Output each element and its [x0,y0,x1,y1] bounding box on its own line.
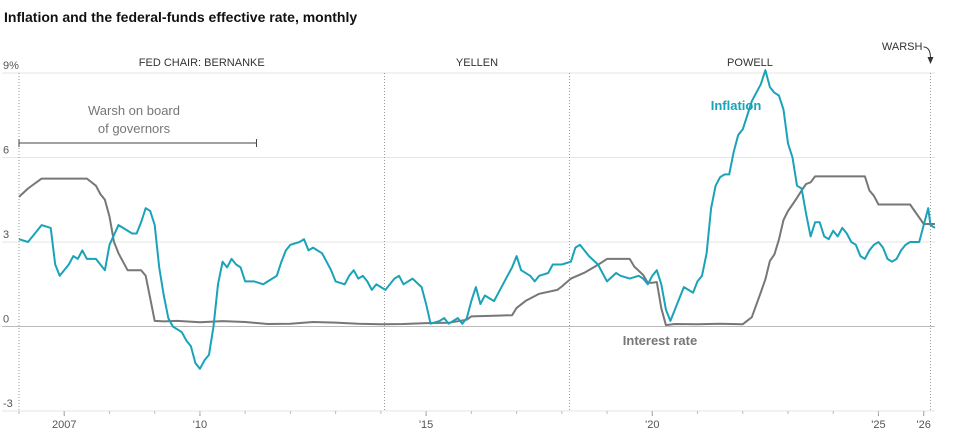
series-label-inflation: Inflation [711,98,762,113]
inflation-line [18,69,936,370]
chair-layer: FED CHAIR: BERNANKE YELLEN POWELL WARSH [18,41,934,411]
interest-rate-line [18,175,935,327]
y-tick-label: 3 [3,229,9,241]
warsh-arrow-line [923,46,931,59]
x-tick-label: '25 [871,419,885,431]
warsh-arrow-head [927,57,934,64]
chart-title: Inflation and the federal-funds effectiv… [4,9,358,25]
chair-label: POWELL [727,57,773,69]
x-tick-label: '20 [645,419,659,431]
grid-layer [2,72,935,412]
chair-label: YELLEN [456,57,498,69]
annotation-line2: of governors [98,121,171,136]
chair-label: WARSH [882,41,923,53]
tick-layer: 9% 6 3 0 -3 2007 '10 '15 '20 '25 '26 [3,60,931,431]
annotation-line1: Warsh on board [88,103,180,118]
y-tick-label: -3 [3,398,13,410]
y-tick-label: 6 [3,145,9,157]
series-layer [18,69,936,370]
x-tick-label: 2007 [52,419,76,431]
x-tick-label: '15 [419,419,433,431]
series-label-layer: Inflation Interest rate [623,98,762,348]
x-tick-label: '10 [193,419,207,431]
x-tick-label: '26 [917,419,931,431]
y-tick-label: 9% [3,60,19,72]
y-tick-label: 0 [3,314,9,326]
chair-label: FED CHAIR: BERNANKE [139,57,265,69]
series-label-interest-rate: Interest rate [623,333,697,348]
annotation-layer: Warsh on board of governors [18,103,257,147]
